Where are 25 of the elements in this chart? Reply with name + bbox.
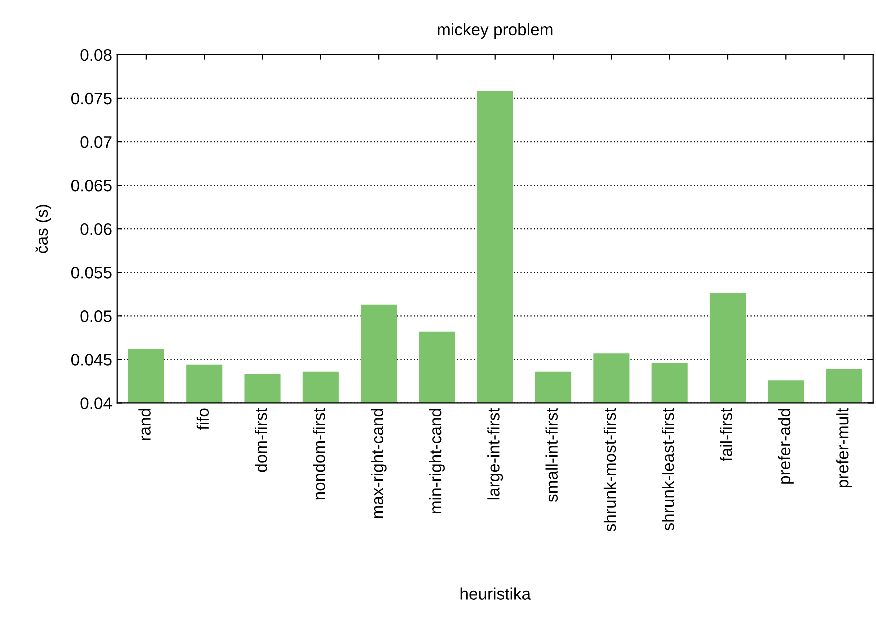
y-tick-label: 0.05: [80, 310, 112, 322]
y-tick-label: 0.065: [71, 180, 112, 192]
x-tick-label: small-int-first: [546, 408, 558, 502]
x-tick-label: dom-first: [255, 408, 268, 472]
x-tick-label: prefer-add: [778, 409, 794, 484]
x-tick-label: shrunk-least-first: [662, 408, 674, 531]
y-tick-label: 0.06: [80, 223, 112, 236]
y-tick-label: 0.08: [80, 49, 112, 62]
y-tick-label: 0.055: [71, 267, 112, 279]
y-tick-label: 0.045: [71, 354, 112, 366]
y-axis-title: čas (s): [36, 205, 52, 254]
x-tick-label: min-right-cand: [429, 409, 445, 514]
x-tick-label: fail-first: [720, 408, 732, 462]
x-tick-label: large-int-first: [488, 408, 504, 500]
x-tick-label: rand: [138, 409, 151, 440]
x-tick-label: shrunk-most-first: [604, 408, 616, 532]
y-tick-label: 0.075: [71, 92, 112, 105]
chart-title: mickey problem: [438, 23, 553, 39]
y-tick-label: 0.04: [80, 398, 112, 410]
x-axis-title: heuristika: [460, 588, 532, 600]
x-tick-label: prefer-mult: [836, 408, 852, 488]
x-tick-label: fifo: [196, 408, 210, 430]
x-tick-label: nondom-first: [313, 408, 326, 500]
y-tick-label: 0.07: [80, 136, 112, 148]
x-tick-label: max-right-cand: [371, 409, 387, 518]
